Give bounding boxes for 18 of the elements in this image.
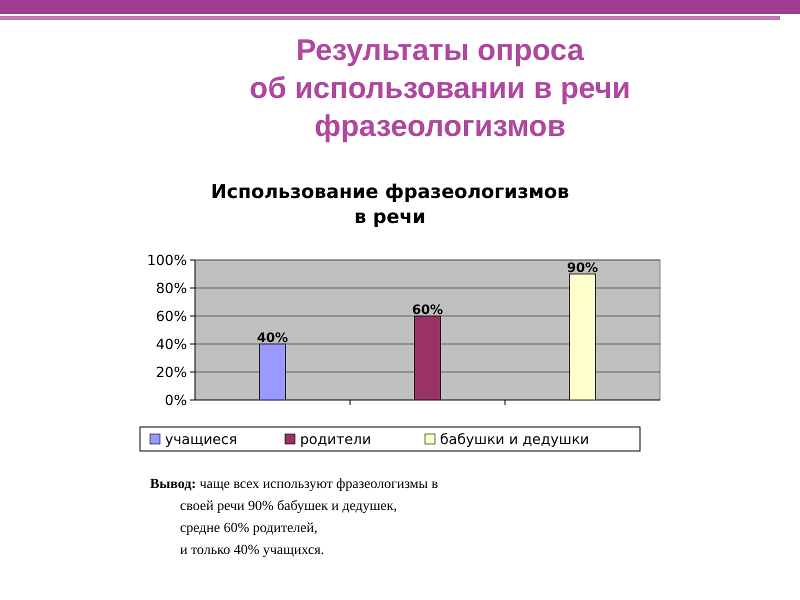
text: и только 40% учащихся. — [180, 543, 324, 558]
data-label: 40% — [256, 331, 288, 346]
y-tick-label: 60% — [156, 309, 187, 325]
data-label: 60% — [412, 303, 444, 318]
text: Вывод: чаще всех используют фразеологизмы в — [150, 477, 438, 492]
data-label: 90% — [566, 261, 598, 276]
y-tick-label: 0% — [164, 393, 187, 409]
text: своей речи 90% бабушек и дедушек, — [180, 499, 397, 514]
y-tick-label: 100% — [146, 253, 187, 269]
legend-label: учащиеся — [165, 432, 238, 448]
y-tick-label: 20% — [156, 365, 187, 381]
legend-label: родители — [300, 432, 372, 448]
text: средне 60% родителей, — [180, 521, 318, 536]
chart-subtitle: Использование фразеологизмов в речи — [210, 181, 570, 228]
chart-title: Результаты опроса об использовании в речи фразеологизмов — [250, 34, 630, 143]
y-tick-label: 40% — [156, 337, 187, 353]
y-tick-label: 80% — [156, 281, 187, 297]
legend-label: бабушки и дедушки — [440, 432, 590, 448]
